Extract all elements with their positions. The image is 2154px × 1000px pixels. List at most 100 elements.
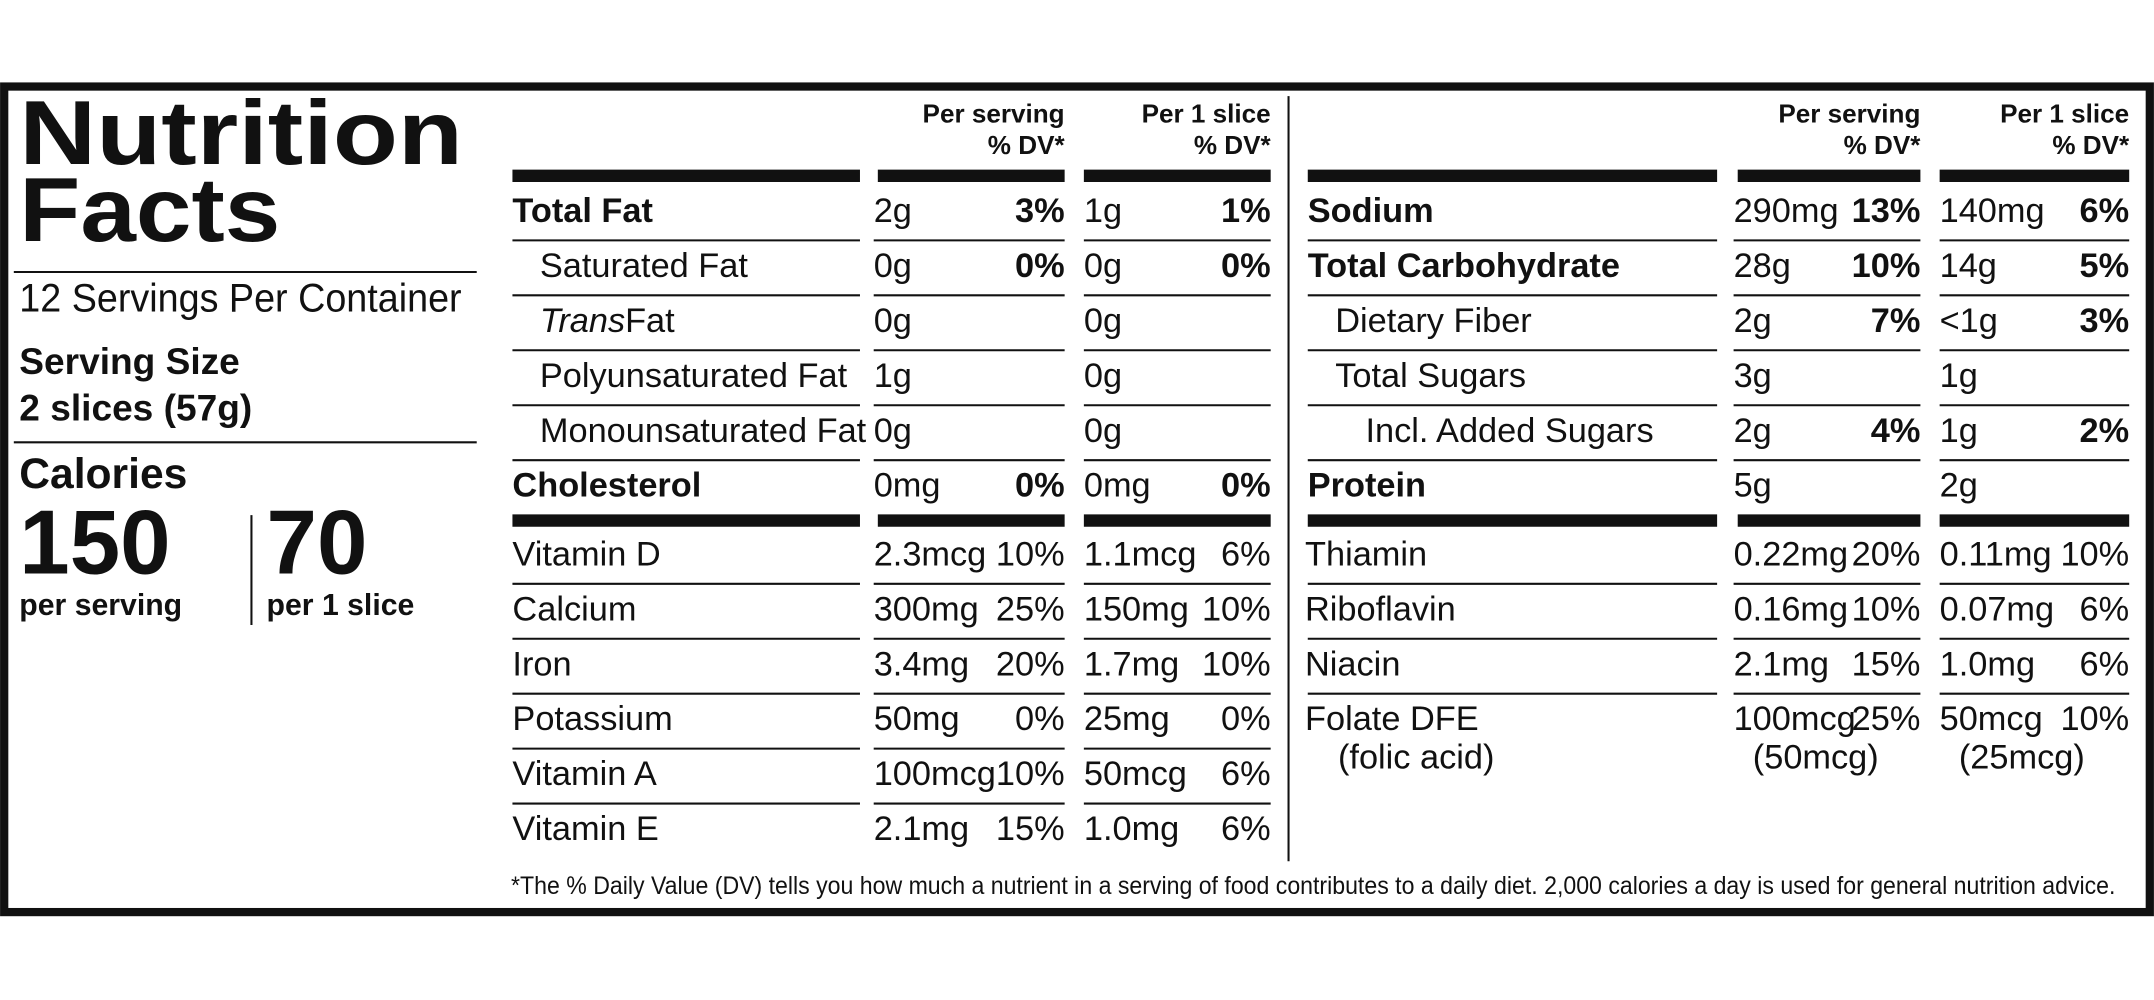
amount: 100mcg — [874, 755, 996, 793]
amount: 0g — [1084, 302, 1122, 340]
nutrient-name: Thiamin — [1305, 535, 1427, 573]
title: Nutrition — [19, 83, 463, 184]
label-border — [0, 82, 2154, 917]
amount: 28g — [1734, 247, 1791, 285]
daily-value: 10% — [1202, 590, 1271, 628]
amount: 0g — [1084, 357, 1122, 395]
servings: 12 Servings Per Container — [19, 276, 461, 320]
nutrient-name: Cholesterol — [512, 467, 701, 505]
amount: 150mg — [1084, 590, 1189, 628]
amount: 1.7mg — [1084, 645, 1179, 683]
amount: 1.0mg — [1084, 810, 1179, 848]
daily-value: 20% — [996, 645, 1065, 683]
daily-value: 13% — [1852, 192, 1921, 230]
daily-value: 5% — [2080, 247, 2130, 285]
amount-note: (25mcg) — [1959, 739, 2085, 777]
amount: 2g — [1940, 467, 1978, 505]
nutrient-name: Trans — [540, 302, 625, 340]
serving-size-label: Serving Size — [19, 340, 240, 382]
calories-amount: 150 — [19, 492, 170, 593]
amount: 0mg — [1084, 467, 1151, 505]
nutrient-name: Incl. Added Sugars — [1365, 412, 1653, 450]
nutrient-name: Monounsaturated Fat — [540, 412, 867, 450]
daily-value: 0% — [1015, 247, 1065, 285]
amount: 2.1mg — [1734, 645, 1829, 683]
daily-value: 1% — [1221, 192, 1271, 230]
daily-value: 7% — [1871, 302, 1921, 340]
daily-value: 10% — [1202, 645, 1271, 683]
column-header: Per serving — [923, 98, 1065, 128]
nutrient-name: Total Fat — [512, 192, 653, 230]
daily-value: 3% — [1015, 192, 1065, 230]
footnote: *The % Daily Value (DV) tells you how mu… — [511, 873, 2115, 900]
daily-value: 3% — [2080, 302, 2130, 340]
amount: 140mg — [1940, 192, 2045, 230]
nutrient-name: Vitamin E — [512, 810, 658, 848]
daily-value: 6% — [1221, 535, 1271, 573]
amount: 0.16mg — [1734, 590, 1849, 628]
amount: 2g — [1734, 412, 1772, 450]
amount: 1g — [874, 357, 912, 395]
calories-basis: per 1 slice — [267, 589, 415, 622]
nutrient-name: Iron — [512, 645, 571, 683]
daily-value: 0% — [1015, 700, 1065, 738]
amount: 290mg — [1734, 192, 1839, 230]
amount: 3.4mg — [874, 645, 969, 683]
amount: 50mg — [874, 700, 960, 738]
column-header: Per 1 slice — [2000, 98, 2129, 128]
amount: 100mcg — [1734, 700, 1856, 738]
daily-value: 25% — [996, 590, 1065, 628]
amount: 0g — [1084, 412, 1122, 450]
calories-basis: per serving — [19, 589, 182, 622]
nutrient-name: Sodium — [1308, 192, 1434, 230]
calories-label: Calories — [19, 450, 187, 498]
amount: 3g — [1734, 357, 1772, 395]
column-header-dv: % DV* — [1194, 130, 1272, 160]
column-header-dv: % DV* — [988, 130, 1066, 160]
nutrient-name: Total Sugars — [1335, 357, 1526, 395]
amount: 1.1mcg — [1084, 535, 1197, 573]
amount: 1g — [1940, 357, 1978, 395]
amount: 1.0mg — [1940, 645, 2035, 683]
amount-note: (50mcg) — [1753, 739, 1879, 777]
nutrient-name: Protein — [1308, 467, 1426, 505]
amount: 0.07mg — [1940, 590, 2055, 628]
nutrient-name: Fat — [625, 302, 675, 340]
daily-value: 6% — [1221, 755, 1271, 793]
column-header: Per 1 slice — [1142, 98, 1271, 128]
nutrient-name: Total Carbohydrate — [1308, 247, 1620, 285]
amount: <1g — [1940, 302, 1998, 340]
calories-amount: 70 — [267, 492, 368, 593]
amount: 0g — [874, 302, 912, 340]
daily-value: 0% — [1221, 247, 1271, 285]
amount: 1g — [1084, 192, 1122, 230]
amount: 0.22mg — [1734, 535, 1849, 573]
nutrient-name: Vitamin A — [512, 755, 656, 793]
nutrient-name: Niacin — [1305, 645, 1400, 683]
nutrient-name: Dietary Fiber — [1335, 302, 1531, 340]
amount: 50mcg — [1084, 755, 1187, 793]
column-header: Per serving — [1778, 98, 1920, 128]
serving-size: 2 slices (57g) — [19, 387, 252, 429]
daily-value: 6% — [2080, 590, 2130, 628]
amount: 0.11mg — [1940, 535, 2052, 573]
nutrient-name: Calcium — [512, 590, 636, 628]
daily-value: 10% — [2060, 700, 2129, 738]
amount: 2g — [1734, 302, 1772, 340]
daily-value: 0% — [1015, 467, 1065, 505]
amount: 25mg — [1084, 700, 1170, 738]
daily-value: 10% — [1852, 247, 1921, 285]
daily-value: 25% — [1852, 700, 1921, 738]
nutrient-note: (folic acid) — [1338, 739, 1494, 777]
daily-value: 0% — [1221, 700, 1271, 738]
column-header-dv: % DV* — [1844, 130, 1922, 160]
amount: 2g — [874, 192, 912, 230]
daily-value: 15% — [996, 810, 1065, 848]
nutrient-name: Polyunsaturated Fat — [540, 357, 848, 395]
amount: 300mg — [874, 590, 979, 628]
amount: 0mg — [874, 467, 941, 505]
amount: 5g — [1734, 467, 1772, 505]
nutrient-name: Potassium — [512, 700, 672, 738]
